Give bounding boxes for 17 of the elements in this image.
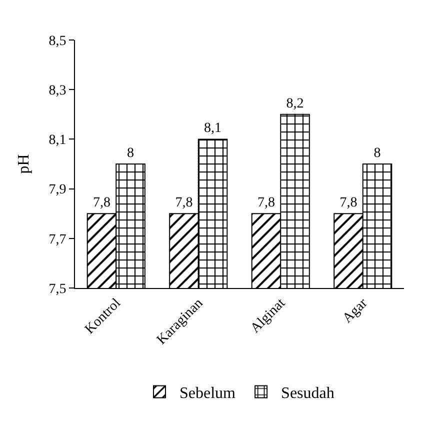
data-label: 7,8 xyxy=(92,196,110,211)
series-label: Sebelum xyxy=(180,384,236,402)
data-label: 8,1 xyxy=(204,121,222,136)
data-label: 8,2 xyxy=(286,96,304,112)
series-label: Sesudah xyxy=(281,384,334,402)
y-tick-label: 8,5 xyxy=(48,34,66,49)
y-tick-label: 7,7 xyxy=(48,232,66,248)
data-label: 7,8 xyxy=(340,196,358,211)
y-tick-label: 8,1 xyxy=(48,133,66,148)
data-label: 8 xyxy=(374,146,381,161)
y-axis-title: pH xyxy=(16,154,33,174)
data-label: 8 xyxy=(127,146,134,161)
y-tick-label: 7,5 xyxy=(48,282,66,297)
y-tick-label: 8,3 xyxy=(48,84,66,98)
data-label: 7,8 xyxy=(257,196,275,211)
data-label: 7,8 xyxy=(175,196,193,211)
y-tick-label: 7,9 xyxy=(48,182,66,198)
